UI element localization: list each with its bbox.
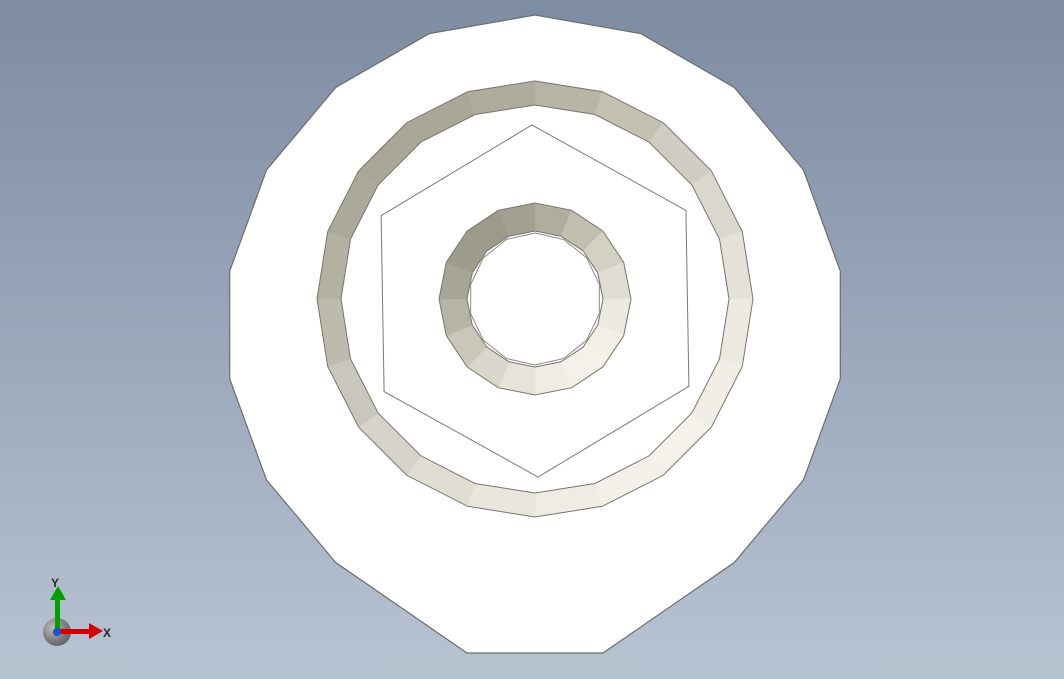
x-axis-label: X bbox=[103, 626, 111, 640]
y-axis-arrowhead bbox=[50, 586, 66, 600]
y-axis-shaft bbox=[55, 598, 60, 632]
x-axis-shaft bbox=[57, 629, 91, 634]
x-axis-arrowhead bbox=[89, 623, 103, 639]
orientation-triad[interactable]: X Y bbox=[37, 582, 107, 652]
cad-viewport[interactable]: X Y bbox=[0, 0, 1064, 679]
z-axis-dot bbox=[53, 628, 61, 636]
center-bore bbox=[471, 233, 600, 365]
model-canvas bbox=[0, 0, 1064, 679]
